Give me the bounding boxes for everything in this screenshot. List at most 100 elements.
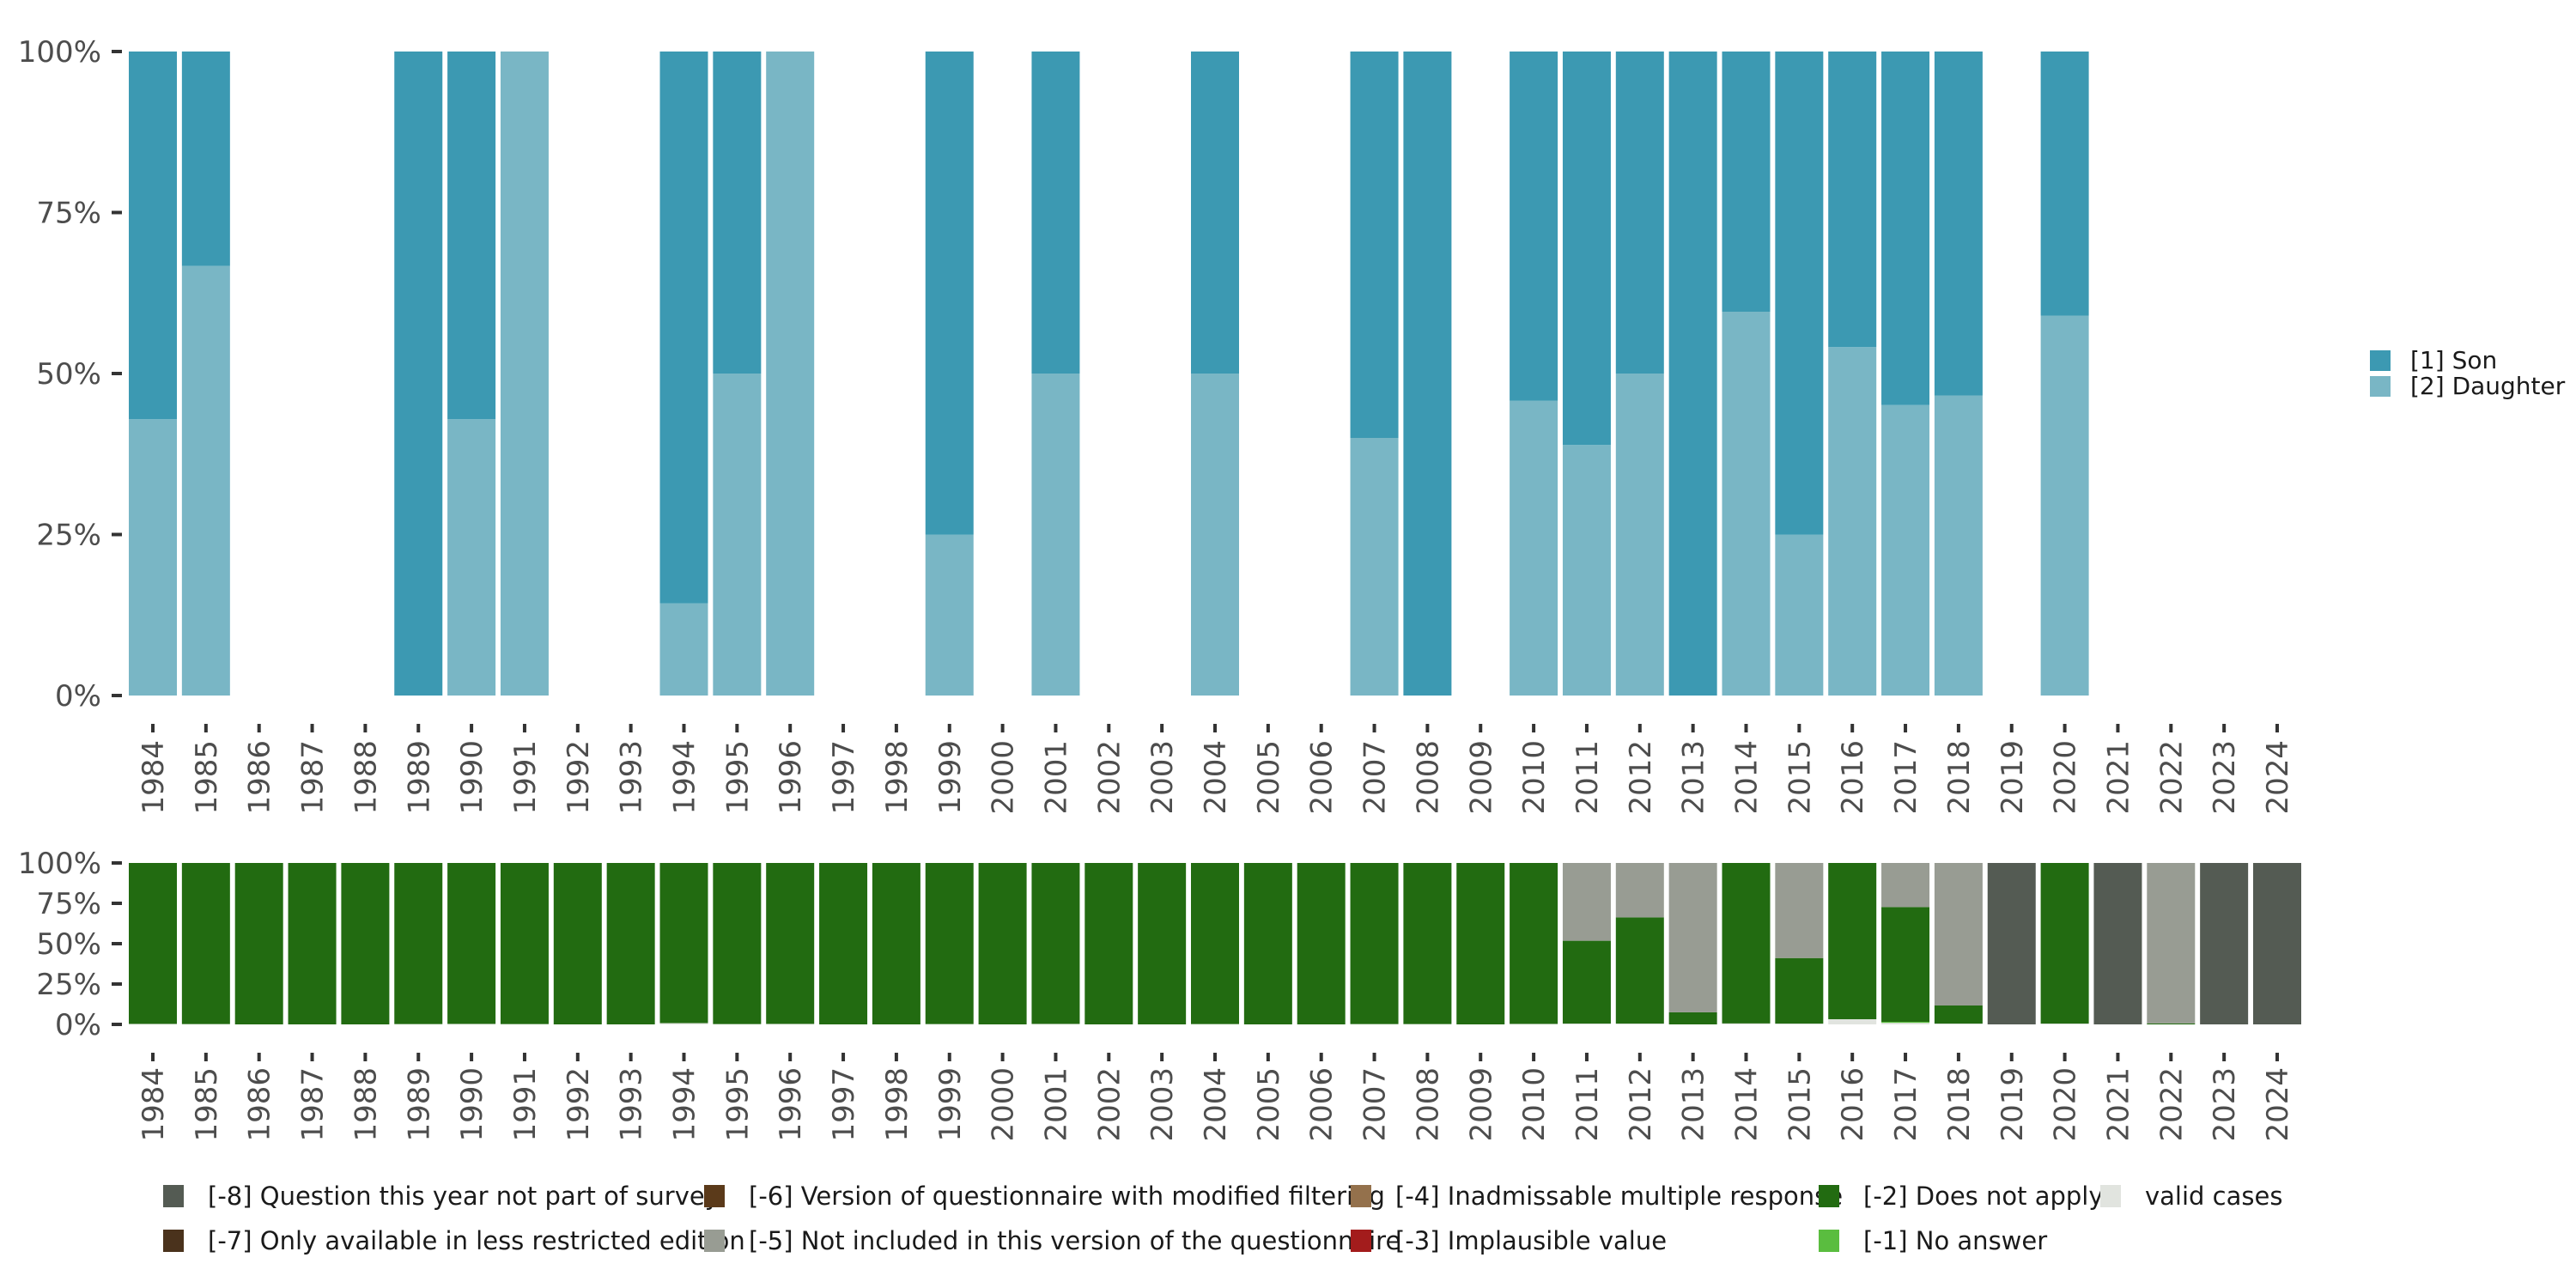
x-tick-label: 2015 [1783,740,1817,815]
bottom-bar-2015--5-not-included-in-this-version-of-the-questionnaire [1775,863,1824,958]
x-tick-label: 2020 [2049,1067,2083,1142]
x-tick-label: 1996 [774,740,808,815]
x-tick-label: 2018 [1942,740,1977,815]
x-tick-label: 2010 [1517,1067,1552,1142]
top-bar-2015--1-son [1775,52,1824,535]
legend-label-1: [2] Daughter [2410,372,2566,400]
top-bar-2004--1-son [1191,52,1239,374]
bottom-bar-2013--2-does-not-apply [1668,1012,1717,1024]
top-bar-2011--1-son [1562,52,1611,446]
x-tick-label: 2004 [1199,1067,1233,1142]
bottom-bar-1993--2-does-not-apply [606,863,655,1024]
x-tick-label: 1992 [562,740,596,815]
legend-key-5 [1351,1230,1371,1252]
top-bar-1984--1-son [129,52,177,420]
x-tick-label: 1999 [933,740,968,815]
y-tick-label: 0% [55,1008,101,1042]
bottom-bar-2017--5-not-included-in-this-version-of-the-questionnaire [1881,863,1930,908]
top-bar-1984--2-daughter [129,419,177,696]
x-tick-label: 1986 [243,740,277,815]
x-tick-label: 2017 [1889,740,1923,815]
x-tick-label: 2000 [987,1067,1021,1142]
y-tick-label: 25% [36,968,101,1002]
bottom-legend: [-8] Question this year not part of surv… [163,1182,2282,1255]
top-bar-1996--2-daughter [766,52,815,696]
x-tick-label: 1995 [720,740,755,815]
x-tick-label: 1991 [508,740,543,815]
top-bar-1990--2-daughter [447,419,496,696]
top-bar-2008--1-son [1403,52,1452,696]
x-tick-label: 2008 [1411,740,1445,815]
y-tick-label: 75% [36,197,101,231]
x-tick-label: 2002 [1092,1067,1127,1142]
x-tick-label: 2012 [1624,1067,1658,1142]
y-tick-label: 0% [55,679,101,714]
bottom-bar-2013--5-not-included-in-this-version-of-the-questionnaire [1668,863,1717,1012]
bottom-bar-2002--2-does-not-apply [1084,863,1133,1024]
bottom-bar-1989--2-does-not-apply [394,863,443,1024]
x-tick-label: 1996 [774,1067,808,1142]
bottom-bar-1995--2-does-not-apply [713,863,762,1024]
top-bar-2020--1-son [2040,52,2089,316]
x-tick-label: 2001 [1039,740,1073,815]
x-tick-label: 1997 [827,1067,861,1142]
x-tick-label: 2005 [1252,1067,1286,1142]
legend-label-4: [-4] Inadmissable multiple response [1395,1182,1843,1211]
x-tick-label: 2011 [1571,1067,1605,1142]
legend-key-4 [1351,1185,1371,1207]
legend-label-3: [-5] Not included in this version of the… [749,1226,1400,1255]
y-tick-label: 25% [36,519,101,553]
x-tick-label: 2014 [1730,740,1765,815]
x-tick-label: 2020 [2049,740,2083,815]
bottom-bar-1999--2-does-not-apply [925,863,974,1024]
bottom-bar-1992--2-does-not-apply [553,863,602,1024]
bottom-bar-2001--2-does-not-apply [1031,863,1080,1024]
top-bar-2014--1-son [1722,52,1771,312]
x-tick-label: 1990 [455,740,489,815]
x-tick-label: 1984 [137,740,171,815]
x-tick-label: 1995 [720,1067,755,1142]
bottom-bar-2008--2-does-not-apply [1403,863,1452,1024]
legend-label-2: [-6] Version of questionnaire with modif… [749,1182,1385,1211]
legend-key-1 [163,1230,184,1252]
legend-label-6: [-2] Does not apply [1863,1182,2104,1211]
x-tick-label: 2024 [2261,1067,2295,1142]
x-tick-label: 2005 [1252,740,1286,815]
x-tick-label: 1987 [296,1067,331,1142]
bottom-bar-2023--8-question-this-year-not-part-of-survey [2200,863,2249,1024]
bottom-bar-2009--2-does-not-apply [1456,863,1505,1024]
x-tick-label: 2016 [1836,1067,1870,1142]
top-chart: 0% 25% 50% 75% 100% 1984 1985 1986 1987 1988 1989 1… [18,35,2295,815]
bottom-chart: 0% 25% 50% 75% 100% 1984 1985 1986 1987 1988 1989 1… [18,847,2301,1142]
top-bar-1999--1-son [925,52,974,535]
x-tick-label: 2007 [1358,1067,1393,1142]
bottom-bar-1991--2-does-not-apply [500,863,549,1024]
bottom-bar-2010--2-does-not-apply [1510,863,1558,1024]
x-tick-label: 1997 [827,740,861,815]
bottom-bar-2007--2-does-not-apply [1350,863,1399,1024]
top-bar-1995--2-daughter [713,374,762,696]
bottom-bar-2005--2-does-not-apply [1243,863,1292,1024]
y-tick-label: 75% [36,887,101,921]
x-tick-label: 1993 [615,740,649,815]
bottom-bar-2016-valid-cases [1828,1018,1877,1024]
top-bar-2011--2-daughter [1562,445,1611,696]
x-tick-label: 1988 [349,740,383,815]
bottom-bar-2004--2-does-not-apply [1191,863,1239,1024]
x-tick-label: 2019 [1996,1067,2030,1142]
top-bar-2010--2-daughter [1510,400,1558,696]
legend-label-5: [-3] Implausible value [1395,1226,1667,1255]
legend-key-7 [1819,1230,1839,1252]
legend-label-0: [1] Son [2410,346,2497,374]
bottom-bar-2011--2-does-not-apply [1562,940,1611,1024]
x-tick-label: 1990 [455,1067,489,1142]
top-bar-2013--1-son [1668,52,1717,696]
legend-key-2 [704,1185,725,1207]
x-tick-label: 2019 [1996,740,2030,815]
x-tick-label: 2013 [1677,1067,1711,1142]
y-tick-label: 100% [18,847,101,881]
top-bar-2007--1-son [1350,52,1399,438]
x-tick-label: 1989 [402,740,436,815]
top-bar-2001--1-son [1031,52,1080,374]
